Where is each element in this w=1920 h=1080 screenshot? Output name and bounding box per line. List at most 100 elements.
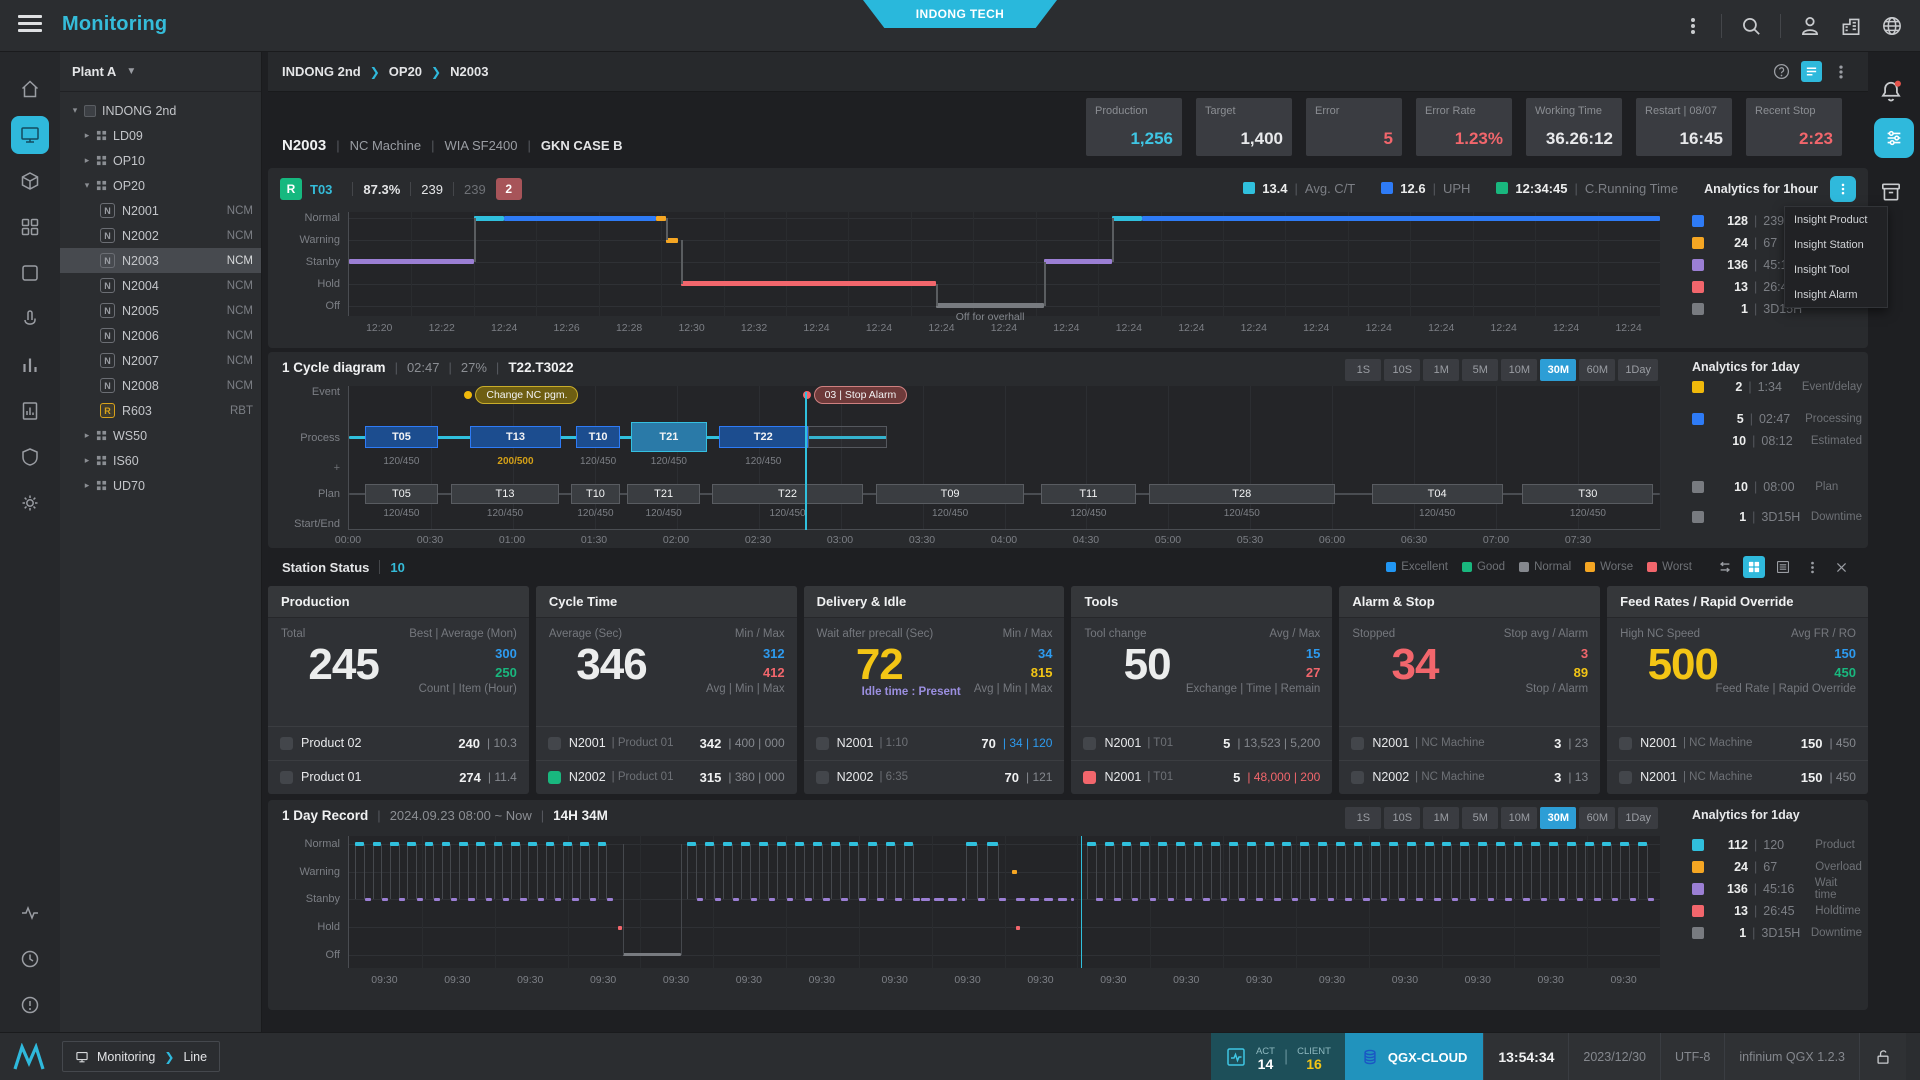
range-button-1m[interactable]: 1M xyxy=(1423,359,1459,381)
row-status-checkbox[interactable] xyxy=(548,737,561,750)
footer-page-name[interactable]: Line xyxy=(183,1050,207,1064)
plan-box-t04[interactable]: T04 xyxy=(1372,484,1503,504)
factory-icon[interactable] xyxy=(1839,14,1863,38)
tree-item-ws50[interactable]: ▸WS50 xyxy=(60,423,261,448)
range-button-1s[interactable]: 1S xyxy=(1345,807,1381,829)
range-button-10s[interactable]: 10S xyxy=(1384,359,1420,381)
menu-item-insight-product[interactable]: Insight Product xyxy=(1785,207,1887,232)
plan-box-t28[interactable]: T28 xyxy=(1149,484,1335,504)
plan-box-t13[interactable]: T13 xyxy=(451,484,559,504)
process-box-t05[interactable]: T05 xyxy=(365,426,438,448)
search-icon[interactable] xyxy=(1739,14,1763,38)
rail-touch-icon[interactable] xyxy=(11,300,49,338)
plan-box-t30[interactable]: T30 xyxy=(1522,484,1653,504)
tree-item-n2007[interactable]: NN2007NCM xyxy=(60,348,261,373)
row-status-checkbox[interactable] xyxy=(1351,737,1364,750)
breadcrumb-item-line[interactable]: INDONG 2nd xyxy=(282,64,361,79)
cloud-connection-button[interactable]: QGX-CLOUD xyxy=(1345,1033,1483,1080)
process-box-t21[interactable]: T21 xyxy=(631,422,707,452)
tree-item-ld09[interactable]: ▸LD09 xyxy=(60,123,261,148)
rail-report-icon[interactable] xyxy=(11,392,49,430)
range-button-1m[interactable]: 1M xyxy=(1423,807,1459,829)
event-pill[interactable]: 03 | Stop Alarm xyxy=(803,386,908,404)
grid-view-icon[interactable] xyxy=(1743,556,1765,578)
tree-item-op20[interactable]: ▾OP20 xyxy=(60,173,261,198)
plan-box-t10[interactable]: T10 xyxy=(571,484,621,504)
process-box-t13[interactable]: T13 xyxy=(470,426,562,448)
range-button-1day[interactable]: 1Day xyxy=(1618,807,1658,829)
row-status-checkbox[interactable] xyxy=(1083,771,1096,784)
tree-item-op10[interactable]: ▸OP10 xyxy=(60,148,261,173)
range-button-10m[interactable]: 10M xyxy=(1501,359,1537,381)
tree-item-n2008[interactable]: NN2008NCM xyxy=(60,373,261,398)
unlock-icon[interactable] xyxy=(1859,1033,1906,1080)
tree-item-r603[interactable]: RR603RBT xyxy=(60,398,261,423)
rail-square-icon[interactable] xyxy=(11,254,49,292)
more-menu-icon[interactable] xyxy=(1801,556,1823,578)
plan-box-t21[interactable]: T21 xyxy=(627,484,700,504)
row-status-checkbox[interactable] xyxy=(1083,737,1096,750)
tree-item-ud70[interactable]: ▸UD70 xyxy=(60,473,261,498)
tree-item-is60[interactable]: ▸IS60 xyxy=(60,448,261,473)
swap-icon[interactable] xyxy=(1714,556,1736,578)
range-button-10m[interactable]: 10M xyxy=(1501,807,1537,829)
tree-root-item[interactable]: ▾INDONG 2nd xyxy=(60,98,261,123)
process-box-t10[interactable]: T10 xyxy=(576,426,621,448)
breadcrumb-item-op[interactable]: OP20 xyxy=(389,64,422,79)
hour-analytics-menu-button[interactable] xyxy=(1830,176,1856,202)
menu-item-insight-station[interactable]: Insight Station xyxy=(1785,232,1887,257)
row-status-checkbox[interactable] xyxy=(1351,771,1364,784)
filter-sliders-icon[interactable] xyxy=(1874,118,1914,158)
range-button-60m[interactable]: 60M xyxy=(1579,807,1615,829)
list-view-icon[interactable] xyxy=(1772,556,1794,578)
rail-shield-icon[interactable] xyxy=(11,438,49,476)
row-status-checkbox[interactable] xyxy=(1619,771,1632,784)
tree-item-n2003[interactable]: NN2003NCM xyxy=(60,248,261,273)
range-button-30m[interactable]: 30M xyxy=(1540,359,1576,381)
range-button-1s[interactable]: 1S xyxy=(1345,359,1381,381)
tree-item-n2006[interactable]: NN2006NCM xyxy=(60,323,261,348)
menu-item-insight-alarm[interactable]: Insight Alarm xyxy=(1785,282,1887,307)
range-button-30m[interactable]: 30M xyxy=(1540,807,1576,829)
more-menu-icon[interactable] xyxy=(1832,63,1850,81)
footer-app-name[interactable]: Monitoring xyxy=(97,1050,155,1064)
range-button-60m[interactable]: 60M xyxy=(1579,359,1615,381)
rail-pulse-icon[interactable] xyxy=(11,894,49,932)
plant-selector[interactable]: Plant A ▼ xyxy=(60,52,261,92)
plan-box-t22[interactable]: T22 xyxy=(712,484,863,504)
tree-item-n2005[interactable]: NN2005NCM xyxy=(60,298,261,323)
hamburger-menu-icon[interactable] xyxy=(18,15,42,35)
range-button-1day[interactable]: 1Day xyxy=(1618,359,1658,381)
row-status-checkbox[interactable] xyxy=(280,737,293,750)
archive-icon[interactable] xyxy=(1879,180,1903,204)
plan-box-t09[interactable]: T09 xyxy=(876,484,1024,504)
rail-home-icon[interactable] xyxy=(11,70,49,108)
row-status-checkbox[interactable] xyxy=(1619,737,1632,750)
close-icon[interactable] xyxy=(1830,556,1852,578)
rail-monitor-icon[interactable] xyxy=(11,116,49,154)
event-pill[interactable]: Change NC pgm. xyxy=(464,386,578,404)
rail-modules-icon[interactable] xyxy=(11,208,49,246)
plan-box-t11[interactable]: T11 xyxy=(1041,484,1135,504)
process-box-t22[interactable]: T22 xyxy=(719,426,808,448)
panel-icon[interactable] xyxy=(1801,61,1822,82)
menu-item-insight-tool[interactable]: Insight Tool xyxy=(1785,257,1887,282)
rail-alert-icon[interactable] xyxy=(11,986,49,1024)
tree-item-n2004[interactable]: NN2004NCM xyxy=(60,273,261,298)
bell-icon[interactable] xyxy=(1878,78,1904,104)
row-status-checkbox[interactable] xyxy=(280,771,293,784)
help-icon[interactable] xyxy=(1772,62,1791,81)
rail-clock-icon[interactable] xyxy=(11,940,49,978)
range-button-5m[interactable]: 5M xyxy=(1462,807,1498,829)
row-status-checkbox[interactable] xyxy=(816,737,829,750)
row-status-checkbox[interactable] xyxy=(548,771,561,784)
checkbox[interactable] xyxy=(84,105,96,117)
rail-package-icon[interactable] xyxy=(11,162,49,200)
breadcrumb-item-machine[interactable]: N2003 xyxy=(450,64,488,79)
rail-bar-chart-icon[interactable] xyxy=(11,346,49,384)
plan-box-t05[interactable]: T05 xyxy=(365,484,438,504)
more-menu-icon[interactable] xyxy=(1682,15,1704,37)
range-button-5m[interactable]: 5M xyxy=(1462,359,1498,381)
tree-item-n2002[interactable]: NN2002NCM xyxy=(60,223,261,248)
range-button-10s[interactable]: 10S xyxy=(1384,807,1420,829)
